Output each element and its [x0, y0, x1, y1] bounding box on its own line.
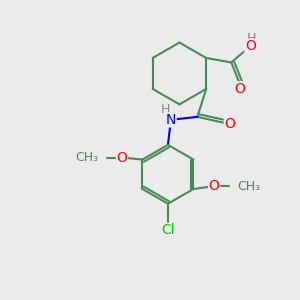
- Text: H: H: [247, 32, 256, 45]
- Text: Cl: Cl: [161, 223, 175, 237]
- Text: CH₃: CH₃: [238, 180, 261, 193]
- Text: N: N: [166, 113, 176, 127]
- Text: H: H: [160, 103, 170, 116]
- Text: CH₃: CH₃: [75, 151, 98, 164]
- Text: O: O: [208, 179, 220, 193]
- Text: O: O: [224, 117, 235, 131]
- Text: O: O: [116, 151, 127, 164]
- Text: O: O: [245, 39, 256, 53]
- Text: O: O: [235, 82, 245, 96]
